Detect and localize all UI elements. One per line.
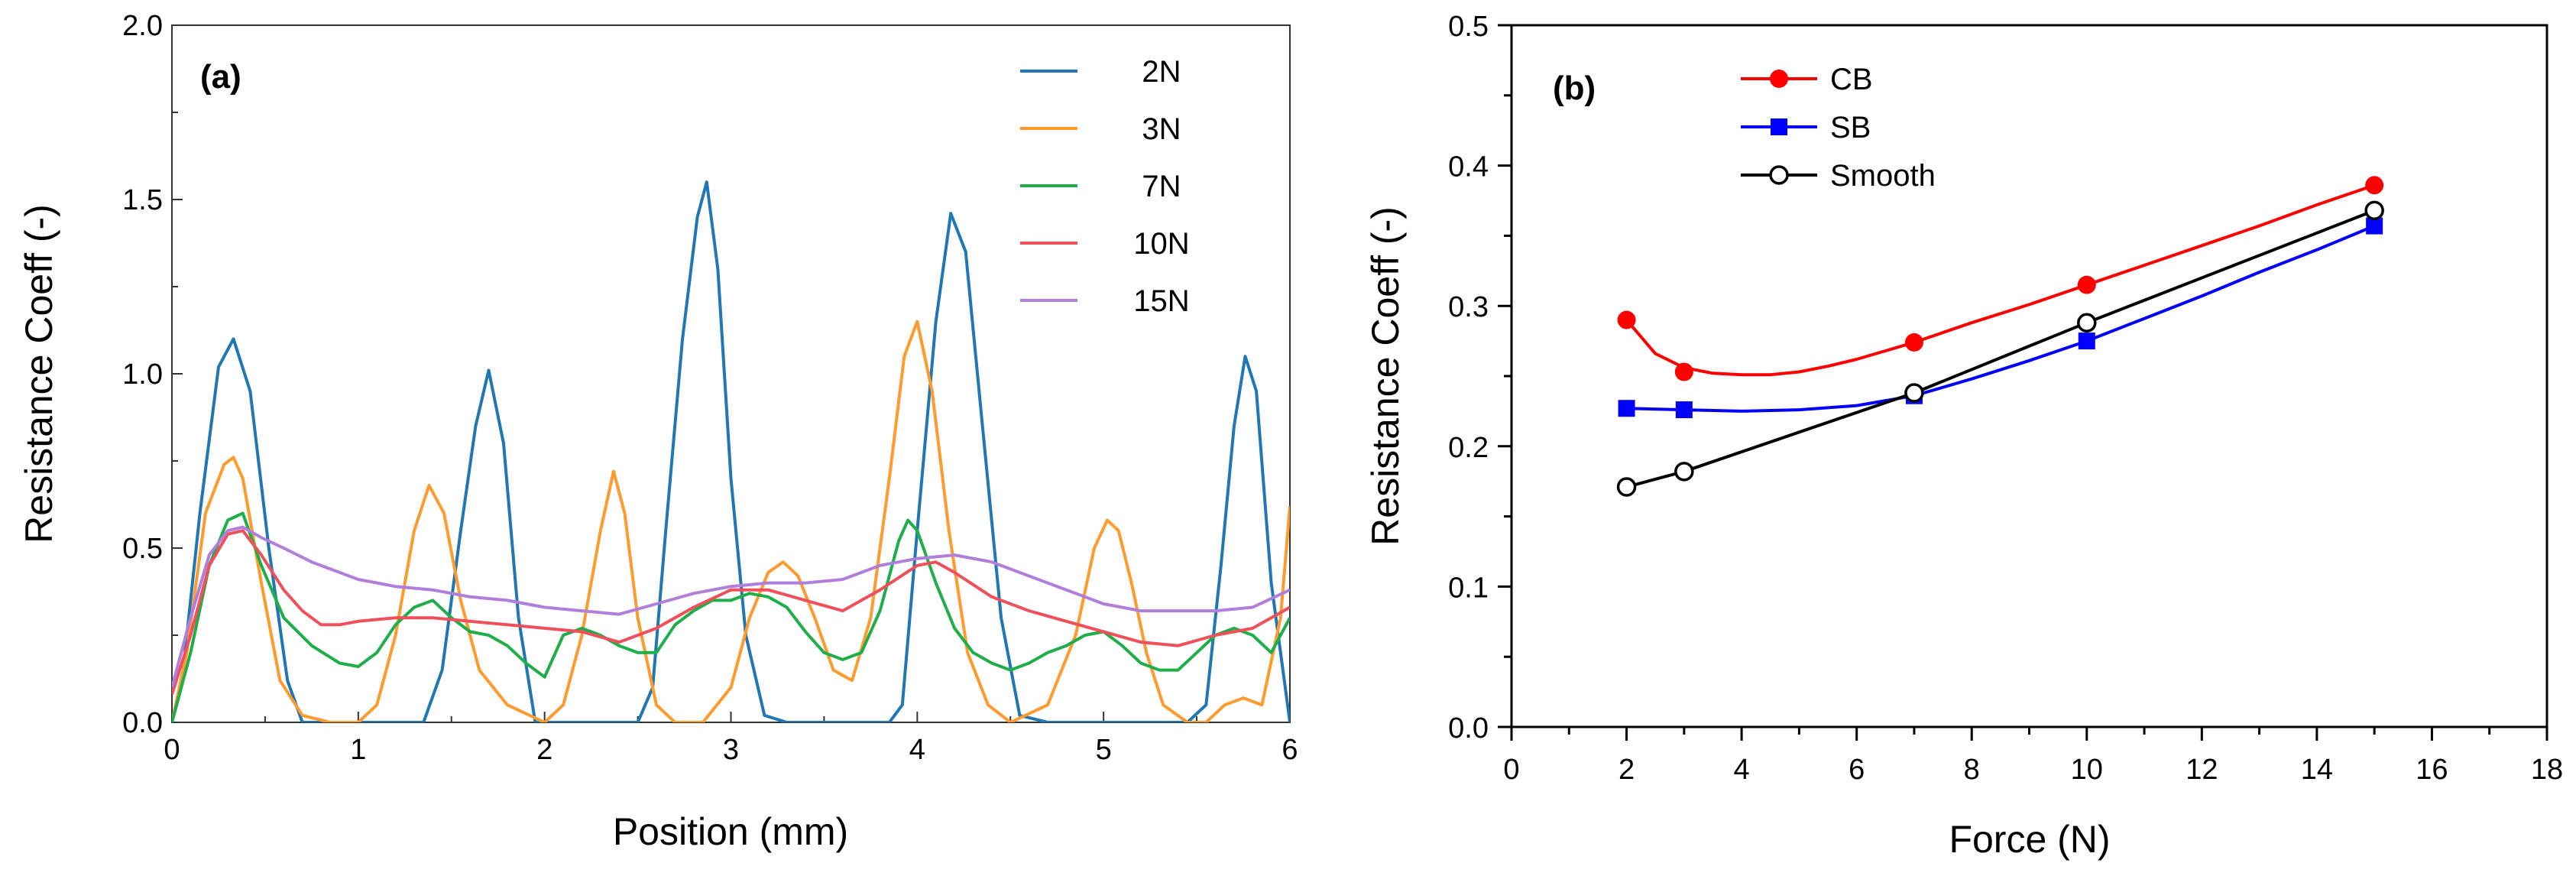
x-tick-label-a: 0 — [164, 734, 180, 766]
data-point-Smooth — [2077, 313, 2097, 333]
y-axis-title-b: Resistance Coeff (-) — [1364, 206, 1407, 546]
legend-label-15N: 15N — [1133, 284, 1189, 318]
legend-label-7N: 7N — [1142, 170, 1181, 203]
x-tick-label-b: 18 — [2531, 754, 2563, 786]
legend-b: CB SB Smooth — [1741, 63, 1936, 193]
panel-label-b: (b) — [1553, 70, 1596, 107]
x-tick-label-b: 10 — [2071, 754, 2103, 786]
data-point-CB — [2077, 275, 2096, 294]
legend-label-3N: 3N — [1142, 112, 1181, 146]
series-line-Smooth — [1626, 209, 2375, 488]
data-point-SB — [2366, 217, 2383, 235]
x-tick-label-a: 5 — [1096, 734, 1112, 766]
series-line-2N — [172, 180, 1290, 722]
y-tick-label-b: 0.4 — [1448, 151, 1489, 183]
x-tick-label-b: 12 — [2186, 754, 2218, 786]
data-point-Smooth — [1616, 477, 1637, 497]
data-point-SB — [1618, 400, 1635, 417]
y-axis-title-a: Resistance Coeff (-) — [18, 204, 60, 543]
plot-frame-a — [171, 24, 1291, 723]
data-point-Smooth — [2364, 200, 2384, 221]
x-tick-label-b: 14 — [2301, 754, 2333, 786]
data-point-CB — [1904, 333, 1923, 352]
panel-b-chart: 0 2 4 6 8 10 12 14 16 18 0.0 0.1 0.2 0.3 0.4 0.5 CB SB Sm… — [1364, 11, 2563, 861]
x-tick-label-b: 16 — [2416, 754, 2448, 786]
legend-marker-SB — [1771, 118, 1787, 135]
y-tick-label-b: 0.0 — [1448, 712, 1489, 745]
x-tick-label-b: 4 — [1734, 754, 1750, 786]
series-line-10N — [172, 529, 1290, 696]
legend-label-2N: 2N — [1142, 55, 1181, 89]
x-tick-label-a: 4 — [909, 734, 925, 766]
data-point-CB — [1674, 362, 1693, 381]
x-tick-label-b: 2 — [1619, 754, 1635, 786]
x-axis-title-a: Position (mm) — [613, 810, 848, 853]
series-line-SB — [1626, 224, 2375, 413]
legend-a: 2N 3N 7N 10N 15N — [1020, 55, 1190, 318]
legend-marker-Smooth — [1769, 165, 1789, 185]
x-tick-label-b: 6 — [1849, 754, 1865, 786]
plot-frame-b — [1510, 24, 2548, 728]
y-tick-label-a: 1.0 — [122, 359, 163, 391]
x-tick-label-a: 6 — [1282, 734, 1298, 766]
data-point-CB — [2365, 176, 2384, 195]
y-tick-label-b: 0.3 — [1448, 291, 1489, 323]
legend-label-Smooth: Smooth — [1830, 159, 1936, 193]
data-point-CB — [1617, 310, 1636, 329]
series-line-3N — [172, 320, 1290, 722]
x-tick-label-a: 3 — [723, 734, 739, 766]
y-tick-label-b: 0.2 — [1448, 432, 1489, 464]
y-tick-label-b: 0.1 — [1448, 572, 1489, 604]
y-tick-label-a: 2.0 — [122, 10, 163, 42]
x-tick-label-a: 2 — [536, 734, 552, 766]
y-tick-label-a: 0.0 — [122, 707, 163, 739]
data-point-SB — [1675, 401, 1693, 419]
data-point-Smooth — [1904, 383, 1924, 403]
y-tick-label-a: 0.5 — [122, 533, 163, 565]
series-line-15N — [172, 525, 1290, 688]
y-tick-label-b: 0.5 — [1448, 11, 1489, 43]
y-tick-label-a: 1.5 — [122, 184, 163, 216]
panel-label-a: (a) — [200, 58, 241, 96]
legend-label-CB: CB — [1830, 63, 1873, 96]
legend-label-10N: 10N — [1133, 227, 1189, 261]
legend-marker-CB — [1770, 70, 1788, 88]
x-tick-label-b: 0 — [1503, 754, 1519, 786]
x-tick-label-b: 8 — [1964, 754, 1980, 786]
x-axis-title-b: Force (N) — [1949, 818, 2110, 861]
data-point-SB — [2078, 333, 2095, 350]
x-tick-label-a: 1 — [350, 734, 366, 766]
series-line-CB — [1625, 183, 2375, 377]
legend-label-SB: SB — [1830, 111, 1871, 144]
data-point-Smooth — [1674, 462, 1694, 482]
